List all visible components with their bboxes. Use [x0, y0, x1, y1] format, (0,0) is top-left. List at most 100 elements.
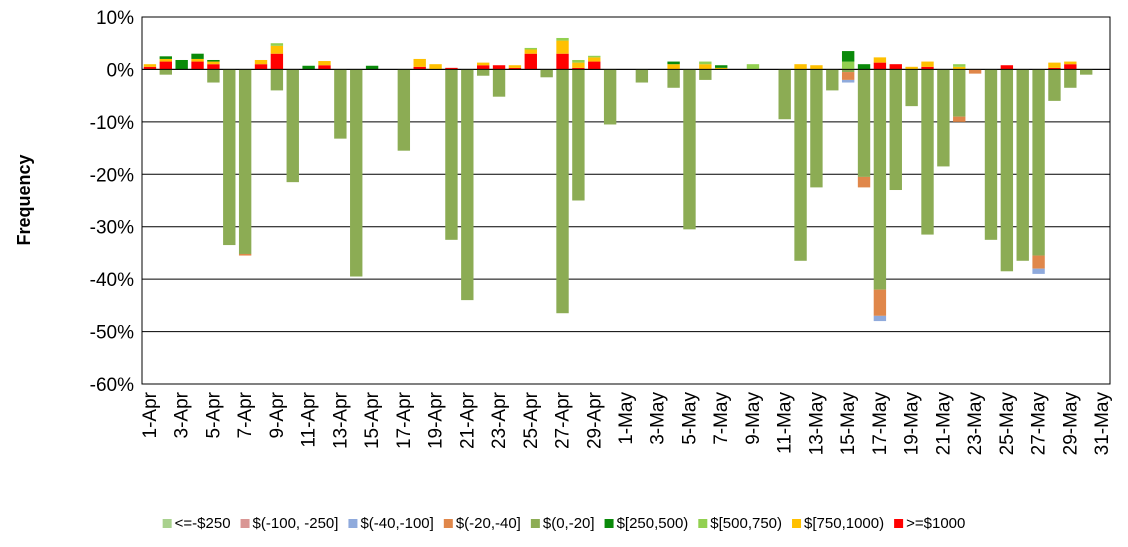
x-tick-label: 17-May — [870, 392, 891, 456]
bar — [1048, 62, 1061, 68]
legend-label: $(-20,-40] — [456, 515, 521, 532]
bar — [334, 69, 347, 139]
bar — [207, 61, 220, 65]
bar — [254, 64, 268, 70]
bar — [1000, 69, 1014, 272]
y-tick-label: -50% — [90, 323, 134, 344]
bar — [873, 315, 887, 322]
bar — [1032, 268, 1045, 274]
bar — [603, 69, 617, 125]
bar — [921, 61, 934, 67]
bar — [873, 62, 887, 70]
legend-swatch — [698, 519, 708, 528]
bar — [207, 59, 220, 62]
bar — [667, 61, 680, 65]
bar — [794, 69, 807, 261]
bar — [556, 40, 569, 54]
bar — [350, 69, 363, 277]
bar — [445, 69, 458, 240]
bar — [270, 45, 284, 54]
bar — [1064, 61, 1077, 65]
x-tick-label: 5-May — [679, 392, 700, 445]
bar — [445, 67, 458, 70]
bar — [778, 69, 791, 120]
y-tick-label: -10% — [90, 113, 134, 134]
bar — [143, 66, 157, 70]
bar — [873, 69, 887, 290]
x-tick-label: 15-Apr — [362, 391, 383, 449]
bar — [1048, 69, 1061, 101]
bar — [873, 289, 887, 316]
legend-label: $[250,500) — [617, 515, 689, 532]
x-tick-label: 11-May — [775, 392, 796, 454]
bar — [953, 66, 966, 70]
legend-swatch — [894, 519, 904, 528]
bar — [841, 79, 855, 83]
bar — [905, 69, 918, 107]
x-tick-label: 3-Apr — [172, 391, 193, 438]
legend-swatch — [348, 519, 358, 528]
bar — [318, 61, 331, 66]
legend: <=-$250 $(-100, -250] $(-40,-100] $(-20,-40… — [162, 515, 965, 532]
legend-swatch — [604, 519, 614, 528]
x-tick-label: 1-May — [616, 392, 637, 445]
bar — [1032, 69, 1045, 256]
x-tick-label: 9-May — [743, 392, 764, 445]
bar — [794, 64, 807, 70]
bar — [238, 69, 252, 254]
bar — [223, 69, 236, 246]
bar — [921, 66, 934, 70]
y-tick-label: -40% — [90, 270, 134, 291]
x-tick-label: 21-May — [933, 392, 954, 456]
bar — [953, 69, 966, 117]
bar — [492, 65, 506, 70]
x-tick-label: 25-May — [997, 392, 1018, 456]
bar — [699, 64, 712, 70]
x-tick-label: 27-Apr — [553, 391, 574, 449]
bar — [588, 61, 601, 70]
x-tick-label: 7-May — [711, 392, 732, 445]
bar — [1032, 255, 1045, 269]
bar — [159, 58, 172, 62]
legend-label: $[500,750) — [710, 515, 782, 532]
bar — [143, 64, 157, 67]
bar — [588, 57, 601, 62]
bar — [667, 64, 680, 70]
bar — [191, 53, 204, 59]
bar — [699, 69, 712, 80]
x-tick-label: 3-May — [648, 392, 669, 445]
legend-swatch — [162, 519, 172, 528]
bar — [492, 69, 506, 97]
y-axis-title: Frequency — [14, 154, 34, 245]
bar — [461, 69, 474, 301]
bar — [889, 69, 902, 191]
y-tick-label: 0% — [107, 60, 135, 81]
bar — [413, 58, 426, 67]
bar — [889, 64, 902, 70]
bar — [746, 64, 760, 70]
x-tick-label: 23-Apr — [489, 391, 510, 449]
x-tick-label: 17-Apr — [394, 391, 415, 449]
bar — [286, 69, 299, 183]
y-tick-label: -60% — [90, 375, 134, 396]
x-tick-label: 5-Apr — [203, 391, 224, 438]
bar — [968, 69, 982, 74]
y-tick-label: -20% — [90, 165, 134, 186]
bar — [270, 43, 284, 46]
bar — [302, 65, 315, 70]
x-tick-label: 13-Apr — [330, 391, 351, 449]
bar — [937, 69, 950, 167]
bar — [476, 62, 490, 66]
x-tick-label: 19-May — [902, 392, 923, 456]
bar — [635, 69, 649, 83]
bar — [984, 69, 998, 240]
legend-swatch — [443, 519, 453, 528]
bar — [413, 66, 426, 70]
x-tick-label: 13-May — [806, 392, 827, 456]
bar — [556, 69, 569, 314]
bar — [841, 69, 855, 73]
bar — [1016, 69, 1029, 261]
x-tick-label: 29-Apr — [584, 391, 605, 449]
bar — [873, 57, 887, 63]
